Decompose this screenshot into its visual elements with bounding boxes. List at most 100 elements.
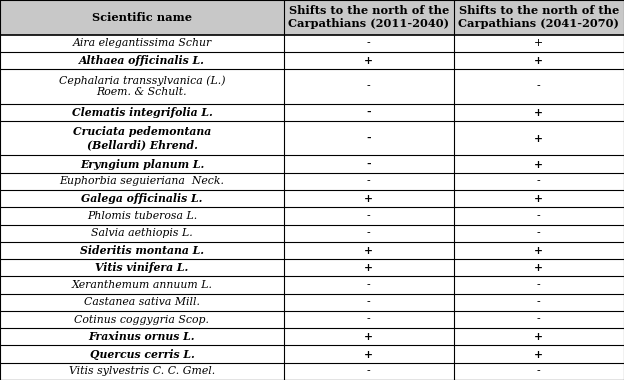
Text: Vitis sylvestris C. C. Gmel.: Vitis sylvestris C. C. Gmel.: [69, 366, 215, 376]
Bar: [0, 155, 284, 173]
Text: -: -: [367, 38, 371, 48]
Bar: [454, 276, 624, 294]
Text: -: -: [367, 315, 371, 325]
Text: Castanea sativa Mill.: Castanea sativa Mill.: [84, 297, 200, 307]
Bar: [284, 276, 454, 294]
Bar: [284, 345, 454, 363]
Text: -: -: [537, 228, 540, 238]
Text: +: +: [534, 133, 544, 144]
Bar: [0, 242, 284, 259]
Bar: [0, 207, 284, 225]
Bar: [454, 104, 624, 121]
Bar: [454, 0, 624, 35]
Text: -: -: [537, 81, 540, 91]
Bar: [454, 35, 624, 52]
Bar: [0, 311, 284, 328]
Bar: [284, 294, 454, 311]
Text: -: -: [367, 81, 371, 91]
Text: Vitis vinifera L.: Vitis vinifera L.: [95, 262, 188, 273]
Bar: [284, 311, 454, 328]
Text: Shifts to the north of the
Carpathians (2041-2070): Shifts to the north of the Carpathians (…: [458, 5, 620, 29]
Text: Sideritis montana L.: Sideritis montana L.: [80, 245, 204, 256]
Text: +: +: [534, 107, 544, 118]
Text: -: -: [537, 297, 540, 307]
Text: Quercus cerris L.: Quercus cerris L.: [90, 348, 194, 359]
Bar: [454, 363, 624, 380]
Bar: [0, 363, 284, 380]
Bar: [284, 190, 454, 207]
Bar: [0, 0, 284, 35]
Bar: [284, 363, 454, 380]
Bar: [0, 35, 284, 52]
Text: Salvia aethiopis L.: Salvia aethiopis L.: [91, 228, 193, 238]
Bar: [454, 225, 624, 242]
Text: Aira elegantissima Schur: Aira elegantissima Schur: [72, 38, 212, 48]
Bar: [454, 259, 624, 276]
Bar: [0, 190, 284, 207]
Text: -: -: [537, 176, 540, 186]
Bar: [284, 242, 454, 259]
Text: -: -: [537, 211, 540, 221]
Text: Eryngium planum L.: Eryngium planum L.: [80, 158, 204, 169]
Text: Clematis integrifolia L.: Clematis integrifolia L.: [72, 107, 212, 118]
Text: +: +: [364, 331, 373, 342]
Bar: [284, 207, 454, 225]
Text: Althaea officinalis L.: Althaea officinalis L.: [79, 55, 205, 66]
Text: +: +: [534, 348, 544, 359]
Bar: [284, 121, 454, 155]
Text: -: -: [367, 176, 371, 186]
Text: -: -: [537, 280, 540, 290]
Bar: [284, 52, 454, 69]
Text: Cephalaria transsylvanica (L.)
Roem. & Schult.: Cephalaria transsylvanica (L.) Roem. & S…: [59, 75, 225, 97]
Text: +: +: [364, 245, 373, 256]
Text: Fraxinus ornus L.: Fraxinus ornus L.: [89, 331, 195, 342]
Bar: [0, 328, 284, 345]
Bar: [284, 69, 454, 104]
Bar: [0, 173, 284, 190]
Bar: [454, 52, 624, 69]
Bar: [454, 328, 624, 345]
Bar: [0, 69, 284, 104]
Text: +: +: [364, 55, 373, 66]
Text: +: +: [534, 193, 544, 204]
Text: -: -: [367, 297, 371, 307]
Bar: [0, 259, 284, 276]
Bar: [454, 69, 624, 104]
Bar: [454, 121, 624, 155]
Bar: [0, 276, 284, 294]
Bar: [0, 345, 284, 363]
Text: +: +: [364, 262, 373, 273]
Text: +: +: [534, 262, 544, 273]
Text: +: +: [534, 245, 544, 256]
Bar: [284, 155, 454, 173]
Text: Shifts to the north of the
Carpathians (2011-2040): Shifts to the north of the Carpathians (…: [288, 5, 449, 29]
Bar: [0, 52, 284, 69]
Text: +: +: [534, 38, 544, 48]
Bar: [284, 173, 454, 190]
Text: -: -: [367, 211, 371, 221]
Text: +: +: [534, 55, 544, 66]
Bar: [454, 311, 624, 328]
Bar: [0, 104, 284, 121]
Text: +: +: [534, 331, 544, 342]
Bar: [454, 173, 624, 190]
Bar: [454, 155, 624, 173]
Bar: [454, 242, 624, 259]
Bar: [454, 190, 624, 207]
Text: -: -: [366, 107, 371, 118]
Bar: [0, 294, 284, 311]
Bar: [0, 225, 284, 242]
Bar: [454, 345, 624, 363]
Bar: [0, 121, 284, 155]
Bar: [284, 328, 454, 345]
Text: -: -: [537, 366, 540, 376]
Bar: [284, 104, 454, 121]
Text: Phlomis tuberosa L.: Phlomis tuberosa L.: [87, 211, 197, 221]
Text: -: -: [367, 280, 371, 290]
Text: -: -: [537, 315, 540, 325]
Text: +: +: [534, 158, 544, 169]
Text: Cotinus coggygria Scop.: Cotinus coggygria Scop.: [74, 315, 210, 325]
Bar: [454, 207, 624, 225]
Text: -: -: [367, 366, 371, 376]
Bar: [284, 225, 454, 242]
